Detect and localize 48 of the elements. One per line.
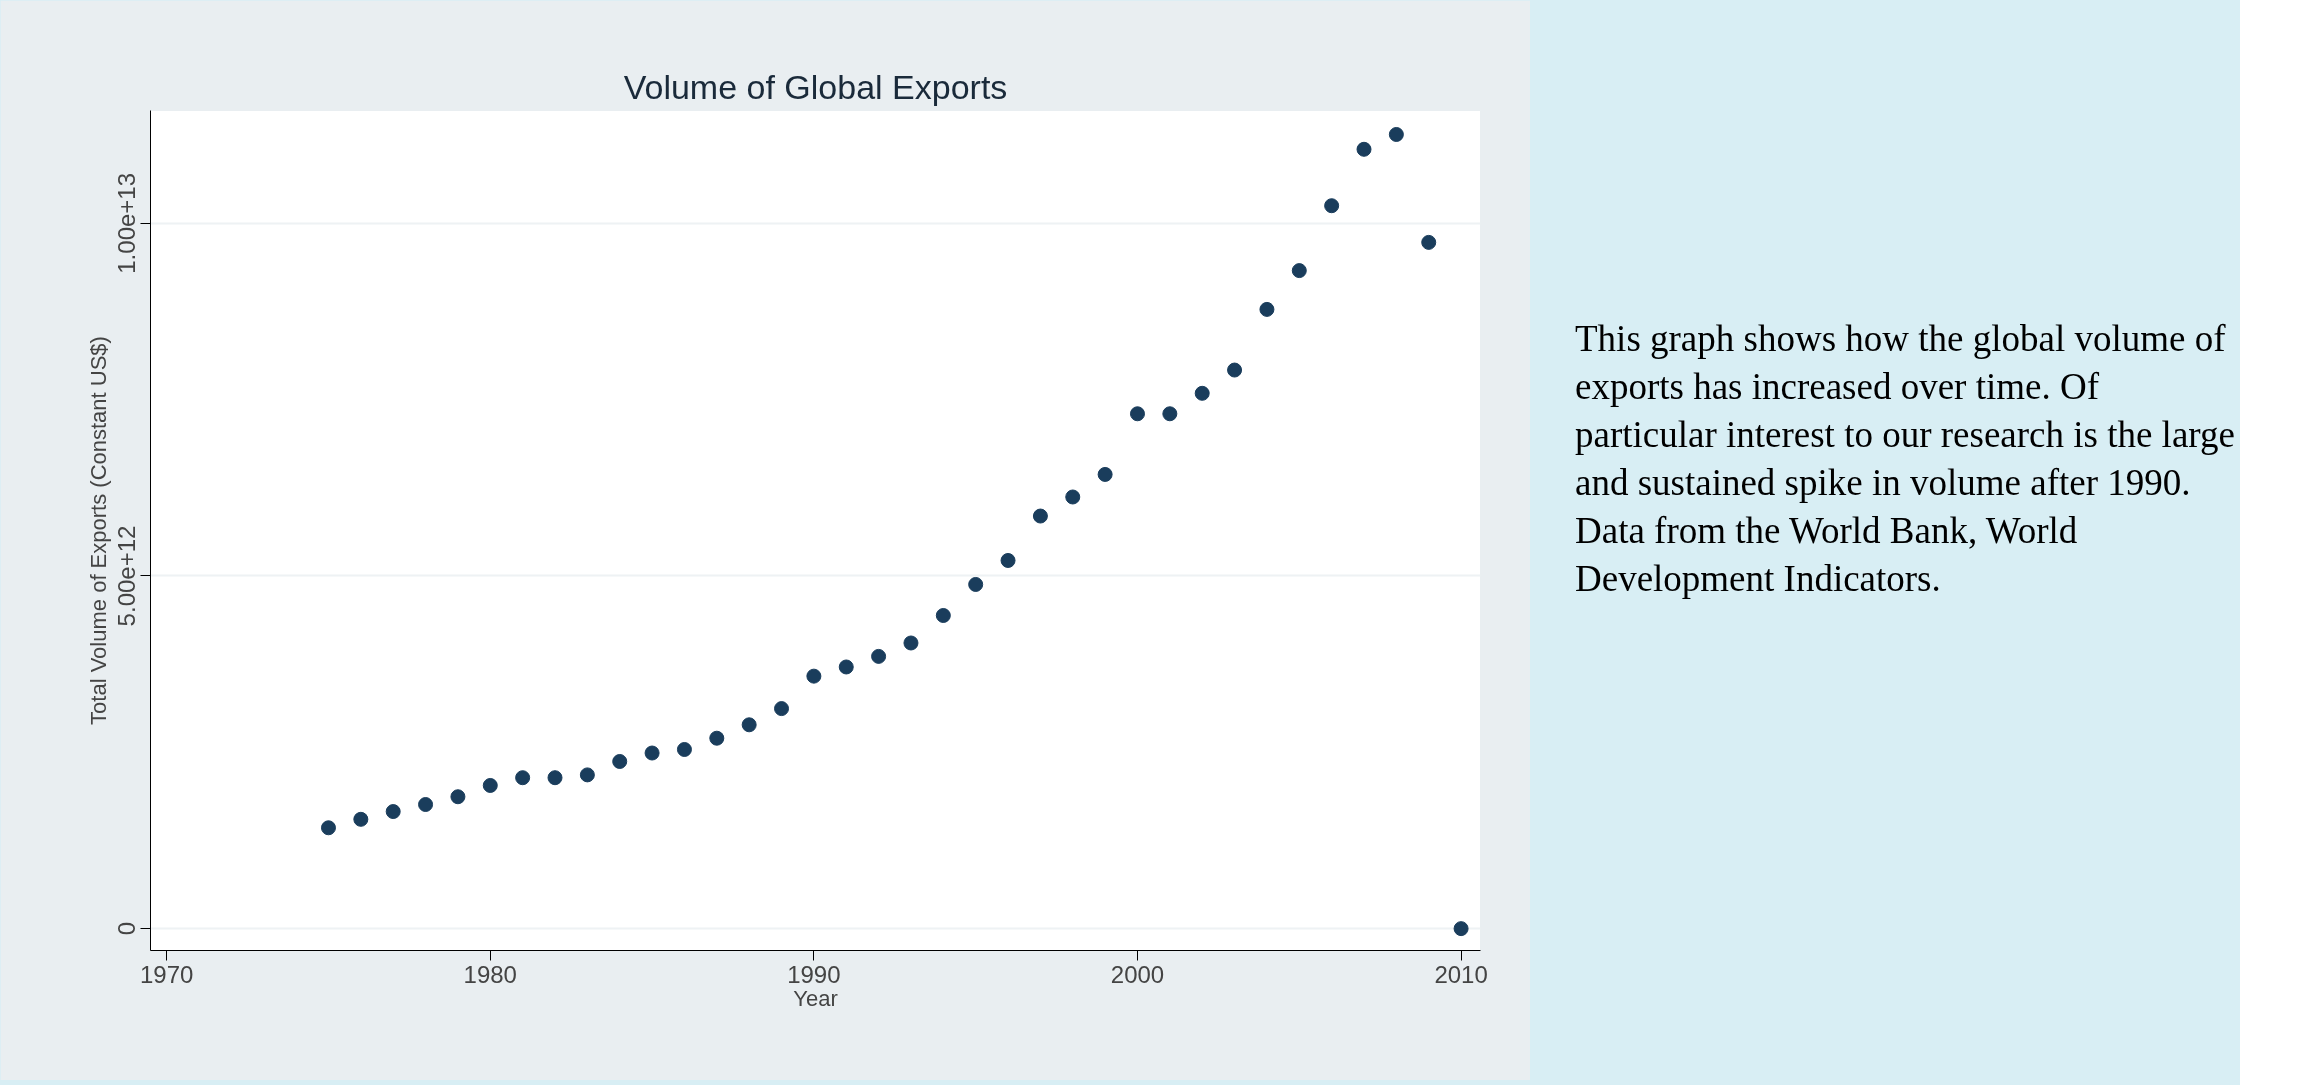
point <box>935 608 951 623</box>
point <box>1421 234 1437 250</box>
x-tick-label: 2010 <box>1434 960 1488 988</box>
point <box>612 754 628 769</box>
text: This graph shows how the global volume of exports has increased over time. Of particular interest to our research is the large and sustained spike in volume after 1990. Data from the World Bank, World Development Indicators. <box>1575 317 2235 602</box>
point <box>1032 508 1048 524</box>
point <box>806 668 822 684</box>
point <box>547 770 563 786</box>
y-tick-label: 1.00e+13 <box>113 172 141 274</box>
point <box>774 701 790 717</box>
point <box>1097 466 1113 482</box>
y-tick-label: 5.00e+12 <box>113 525 141 627</box>
point <box>385 804 401 820</box>
point <box>1194 385 1210 401</box>
point <box>968 576 984 592</box>
point <box>1000 552 1016 568</box>
y-tick-label: 0 <box>113 921 141 936</box>
chart-title: Volume of Global Exports <box>623 67 1008 106</box>
point <box>450 789 466 805</box>
point <box>1259 301 1275 317</box>
point <box>838 659 854 675</box>
point <box>515 770 531 786</box>
y-axis-title: Total Volume of Exports (Constant US$) <box>85 336 111 725</box>
point <box>482 777 498 793</box>
point <box>676 742 692 757</box>
point <box>1065 489 1081 505</box>
point <box>1129 406 1145 422</box>
point <box>1388 126 1404 142</box>
x-tick-label: 1990 <box>787 960 841 988</box>
x-axis-title: Year <box>793 985 838 1011</box>
point <box>1162 406 1178 422</box>
point <box>644 745 660 761</box>
point <box>871 648 887 664</box>
point <box>1227 362 1243 378</box>
point <box>709 730 725 746</box>
point <box>353 811 369 827</box>
x-tick-label: 1980 <box>463 960 517 988</box>
x-tick-label: 2000 <box>1110 960 1165 988</box>
point <box>579 767 595 783</box>
point <box>903 635 919 651</box>
point <box>1324 198 1340 214</box>
point <box>1291 263 1307 279</box>
point <box>1356 141 1372 157</box>
point <box>741 717 757 733</box>
point <box>1453 921 1469 937</box>
x-tick-label: 1970 <box>139 960 194 988</box>
point <box>418 797 434 812</box>
point <box>320 820 336 836</box>
